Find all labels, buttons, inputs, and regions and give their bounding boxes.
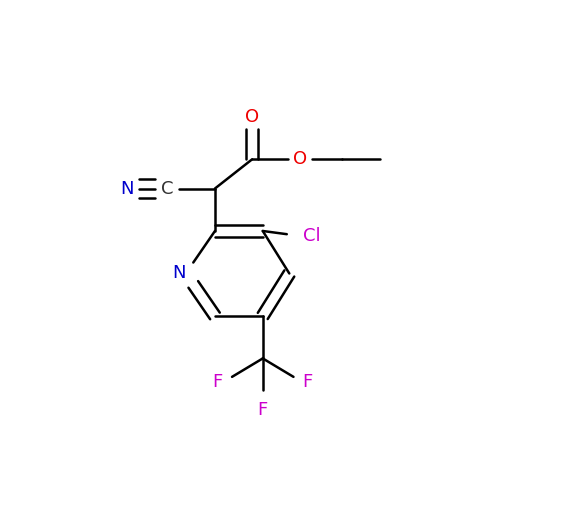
Text: N: N (120, 179, 134, 198)
Text: Cl: Cl (303, 227, 320, 245)
Text: N: N (172, 264, 186, 282)
Text: F: F (303, 373, 313, 391)
Text: O: O (293, 150, 307, 168)
Text: F: F (212, 373, 223, 391)
Text: F: F (258, 401, 268, 419)
Text: O: O (245, 108, 259, 126)
Text: C: C (161, 179, 173, 198)
